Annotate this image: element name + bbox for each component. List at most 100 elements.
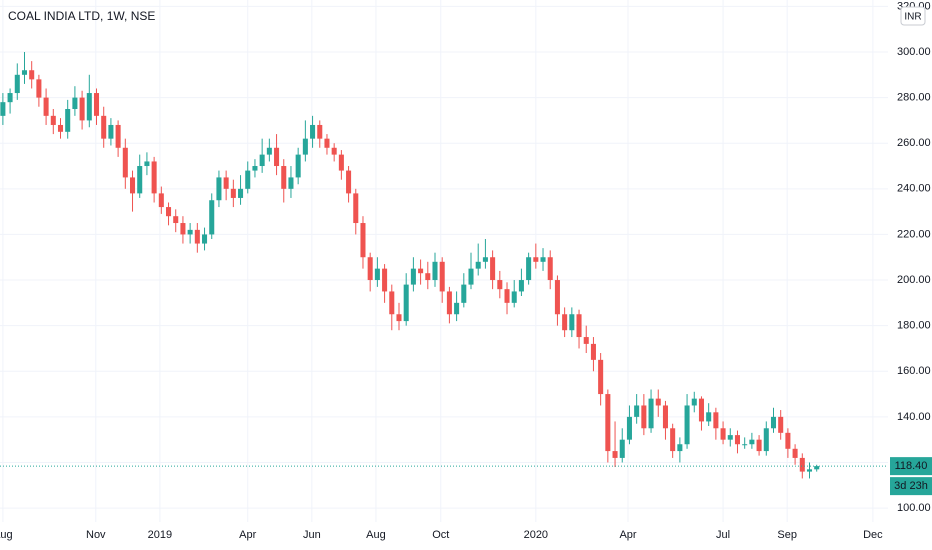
y-tick-label: 300.00: [897, 46, 931, 58]
candle-body: [209, 200, 215, 235]
currency-box[interactable]: [900, 6, 926, 26]
candle-body: [129, 177, 136, 194]
candle-body: [785, 432, 791, 449]
candle-body: [14, 74, 20, 94]
candle-body: [86, 93, 92, 121]
candle-body: [194, 229, 200, 244]
candle-body: [202, 234, 208, 244]
x-tick-label: Jul: [716, 529, 730, 541]
candle-body: [410, 268, 416, 285]
candle-body: [360, 223, 366, 258]
candle-body: [50, 115, 56, 125]
candle-body: [252, 166, 258, 171]
x-tick-label: Aug: [0, 529, 13, 541]
candle-body: [475, 261, 481, 269]
candles: [0, 51, 888, 479]
candle-body: [518, 280, 524, 292]
candle-body: [338, 154, 344, 171]
candle-body: [569, 314, 575, 331]
candle-body: [749, 439, 755, 445]
y-tick-label: 180.00: [897, 320, 931, 332]
candle-body: [612, 451, 618, 458]
candle-body: [101, 115, 107, 139]
candle-body: [302, 138, 308, 155]
x-tick-label: 2020: [524, 529, 548, 541]
candle-body: [425, 273, 431, 281]
candle-body: [230, 188, 236, 198]
chart-title: COAL INDIA LTD, 1W, NSE: [8, 9, 155, 23]
candle-body: [727, 435, 733, 440]
candle-body: [482, 257, 488, 262]
y-tick-label: 220.00: [897, 228, 931, 240]
last-price-label: 118.40: [895, 460, 928, 472]
candle-body: [691, 398, 697, 406]
candle-body: [583, 337, 589, 344]
candle-body: [799, 457, 805, 472]
candle-body: [432, 261, 438, 281]
candle-body: [742, 444, 748, 446]
x-tick-label: Aug: [366, 529, 386, 541]
candle-body: [72, 97, 78, 110]
candle-body: [634, 405, 640, 417]
candle-body: [497, 280, 503, 290]
candle-body: [626, 416, 632, 440]
candle-body: [713, 412, 719, 429]
candle-body: [446, 291, 452, 315]
candle-body: [122, 147, 128, 178]
candle-body: [29, 70, 35, 80]
candle-body: [418, 268, 424, 274]
candle-body: [770, 416, 777, 429]
candle-body: [590, 343, 596, 360]
candle-body: [36, 79, 42, 98]
candle-body: [554, 280, 560, 315]
candle-body: [367, 257, 373, 281]
x-tick-label: Dec: [863, 529, 883, 541]
candle-body: [223, 177, 229, 189]
candle-body: [504, 289, 510, 303]
currency[interactable]: INR: [904, 12, 921, 23]
candle-body: [533, 257, 539, 262]
candle-body: [43, 97, 49, 116]
candle-body: [763, 428, 769, 452]
candle-body: [65, 109, 71, 132]
countdown-label: 3d 23h: [894, 480, 928, 492]
candle-body: [57, 124, 64, 132]
x-tick-label: Apr: [619, 529, 636, 541]
candle-body: [576, 314, 582, 338]
y-tick-label: 260.00: [897, 137, 931, 149]
x-tick-label: Apr: [239, 529, 256, 541]
x-tick-label: Oct: [432, 529, 449, 541]
candle-body: [353, 193, 359, 224]
candle-body: [792, 448, 798, 458]
y-tick-label: 140.00: [897, 411, 931, 423]
candle-body: [281, 166, 287, 189]
candle-body: [734, 435, 740, 445]
candle-body: [108, 124, 114, 139]
candle-body: [295, 154, 301, 178]
y-tick-label: 280.00: [897, 92, 931, 104]
candle-body: [310, 124, 316, 139]
candle-body: [382, 268, 388, 292]
candle-body: [540, 257, 546, 262]
candle-body: [547, 257, 553, 281]
candle-body: [396, 314, 402, 322]
candle-body: [605, 394, 611, 452]
candle-body: [655, 398, 661, 406]
candle-body: [259, 154, 265, 167]
candle-body: [173, 216, 179, 224]
candle-body: [216, 177, 222, 201]
candle-body: [526, 257, 532, 281]
candle-body: [468, 268, 474, 285]
candle-body: [288, 177, 294, 189]
candle-body: [137, 166, 143, 194]
candle-body: [0, 102, 6, 116]
candle-body: [324, 138, 330, 148]
candle-body: [778, 416, 784, 433]
y-tick-label: 200.00: [897, 274, 931, 286]
candle-body: [245, 170, 251, 189]
x-tick-label: 2019: [148, 529, 172, 541]
candle-body: [238, 188, 244, 198]
candle-body: [79, 97, 85, 121]
